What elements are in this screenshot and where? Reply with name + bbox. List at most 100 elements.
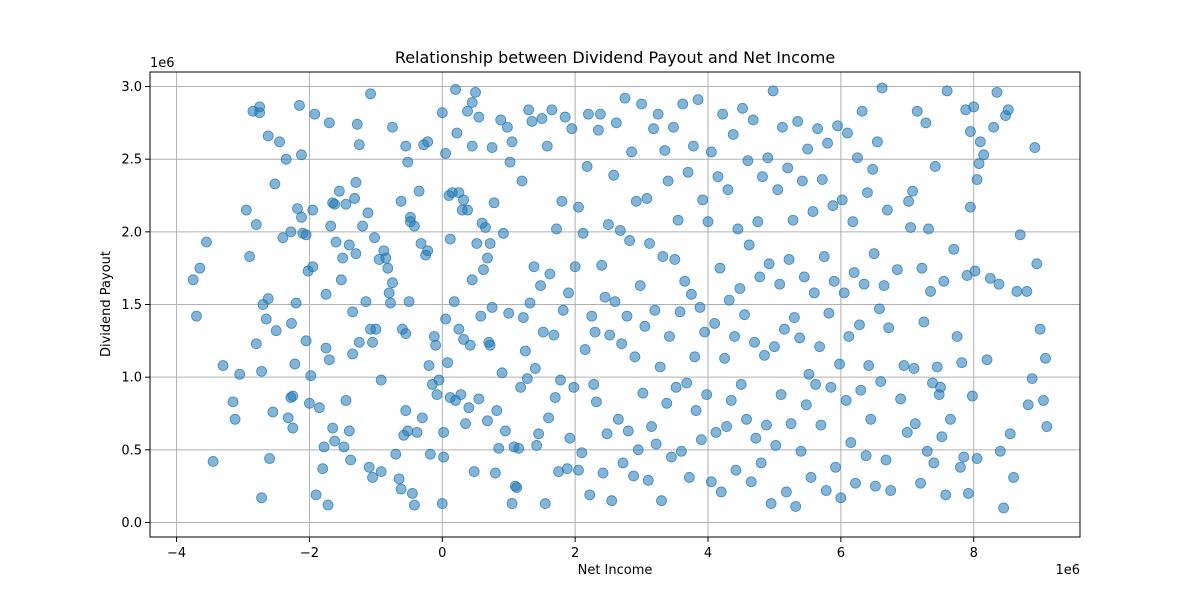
data-point bbox=[692, 94, 704, 106]
data-point bbox=[628, 470, 639, 482]
data-point bbox=[669, 254, 681, 265]
data-point bbox=[657, 251, 669, 262]
data-point bbox=[931, 361, 943, 373]
data-point bbox=[929, 161, 941, 172]
data-point bbox=[823, 307, 835, 319]
data-point bbox=[408, 499, 420, 511]
data-point bbox=[767, 85, 779, 97]
data-point bbox=[347, 306, 359, 318]
data-point bbox=[335, 274, 347, 286]
data-point bbox=[466, 274, 478, 286]
data-point bbox=[501, 121, 513, 133]
data-point bbox=[592, 124, 604, 136]
data-point bbox=[413, 185, 425, 197]
data-point bbox=[548, 329, 560, 341]
x-tick-label: −4 bbox=[167, 546, 186, 561]
data-point bbox=[551, 223, 562, 235]
data-point bbox=[762, 152, 774, 164]
data-point bbox=[490, 467, 501, 479]
data-point bbox=[788, 312, 800, 323]
data-point bbox=[674, 306, 686, 318]
data-point bbox=[641, 193, 653, 204]
data-point bbox=[493, 442, 505, 454]
data-point bbox=[969, 265, 981, 277]
data-point bbox=[523, 104, 535, 116]
data-point bbox=[757, 171, 768, 183]
data-point bbox=[705, 476, 717, 488]
data-point bbox=[583, 108, 594, 120]
data-point bbox=[630, 195, 642, 207]
data-point bbox=[865, 413, 877, 425]
data-point bbox=[463, 402, 475, 414]
data-point bbox=[262, 130, 274, 142]
data-point bbox=[513, 442, 525, 454]
data-point bbox=[717, 108, 729, 120]
data-point bbox=[646, 421, 657, 432]
data-point bbox=[424, 448, 436, 460]
data-point bbox=[710, 426, 722, 438]
data-point bbox=[834, 358, 845, 370]
data-point bbox=[616, 338, 628, 350]
data-point bbox=[796, 175, 808, 187]
chart-title: Relationship between Dividend Payout and… bbox=[395, 48, 835, 67]
data-point bbox=[604, 329, 616, 341]
data-point bbox=[458, 194, 469, 206]
data-point bbox=[244, 251, 256, 262]
data-point bbox=[810, 379, 822, 390]
data-point bbox=[473, 111, 485, 123]
data-point bbox=[329, 198, 341, 210]
data-point bbox=[1008, 472, 1019, 483]
data-point bbox=[576, 447, 588, 459]
data-point bbox=[649, 304, 661, 316]
data-point bbox=[323, 117, 335, 129]
x-tick-label: 0 bbox=[438, 546, 446, 561]
data-point bbox=[1040, 352, 1051, 364]
x-tick-label: 4 bbox=[704, 546, 712, 561]
data-point bbox=[787, 214, 799, 226]
data-point bbox=[632, 444, 644, 456]
data-point bbox=[634, 280, 646, 292]
data-point bbox=[730, 464, 742, 476]
data-point bbox=[511, 482, 523, 493]
data-point bbox=[935, 381, 946, 393]
data-point bbox=[1031, 258, 1043, 270]
data-point bbox=[395, 195, 407, 207]
data-point bbox=[971, 174, 983, 185]
data-point bbox=[610, 117, 622, 129]
data-point bbox=[802, 143, 814, 155]
data-point bbox=[526, 116, 538, 127]
data-point bbox=[870, 480, 881, 492]
data-point bbox=[895, 393, 907, 405]
data-point bbox=[842, 127, 853, 139]
data-point bbox=[695, 434, 707, 446]
data-point bbox=[677, 98, 689, 110]
data-point bbox=[684, 472, 695, 483]
data-point bbox=[644, 238, 655, 249]
data-point bbox=[320, 288, 332, 300]
data-point bbox=[699, 326, 711, 338]
data-point bbox=[573, 464, 584, 476]
data-point bbox=[860, 450, 872, 462]
data-point bbox=[506, 136, 518, 148]
data-point bbox=[250, 338, 262, 350]
data-point bbox=[556, 195, 568, 207]
data-point bbox=[353, 336, 365, 348]
data-point bbox=[330, 236, 342, 248]
data-point bbox=[533, 428, 545, 440]
data-point bbox=[981, 354, 993, 366]
data-point bbox=[619, 92, 631, 104]
data-point bbox=[360, 296, 372, 307]
data-point bbox=[448, 296, 460, 307]
data-point bbox=[908, 363, 920, 374]
data-point bbox=[722, 184, 734, 196]
data-point bbox=[350, 177, 362, 188]
data-point bbox=[380, 252, 392, 264]
data-point bbox=[601, 428, 613, 440]
data-point bbox=[496, 367, 508, 379]
data-point bbox=[280, 153, 292, 165]
data-point bbox=[400, 405, 412, 416]
data-point bbox=[535, 280, 546, 292]
data-point bbox=[343, 425, 355, 437]
data-point bbox=[561, 463, 573, 475]
data-point bbox=[543, 412, 554, 424]
